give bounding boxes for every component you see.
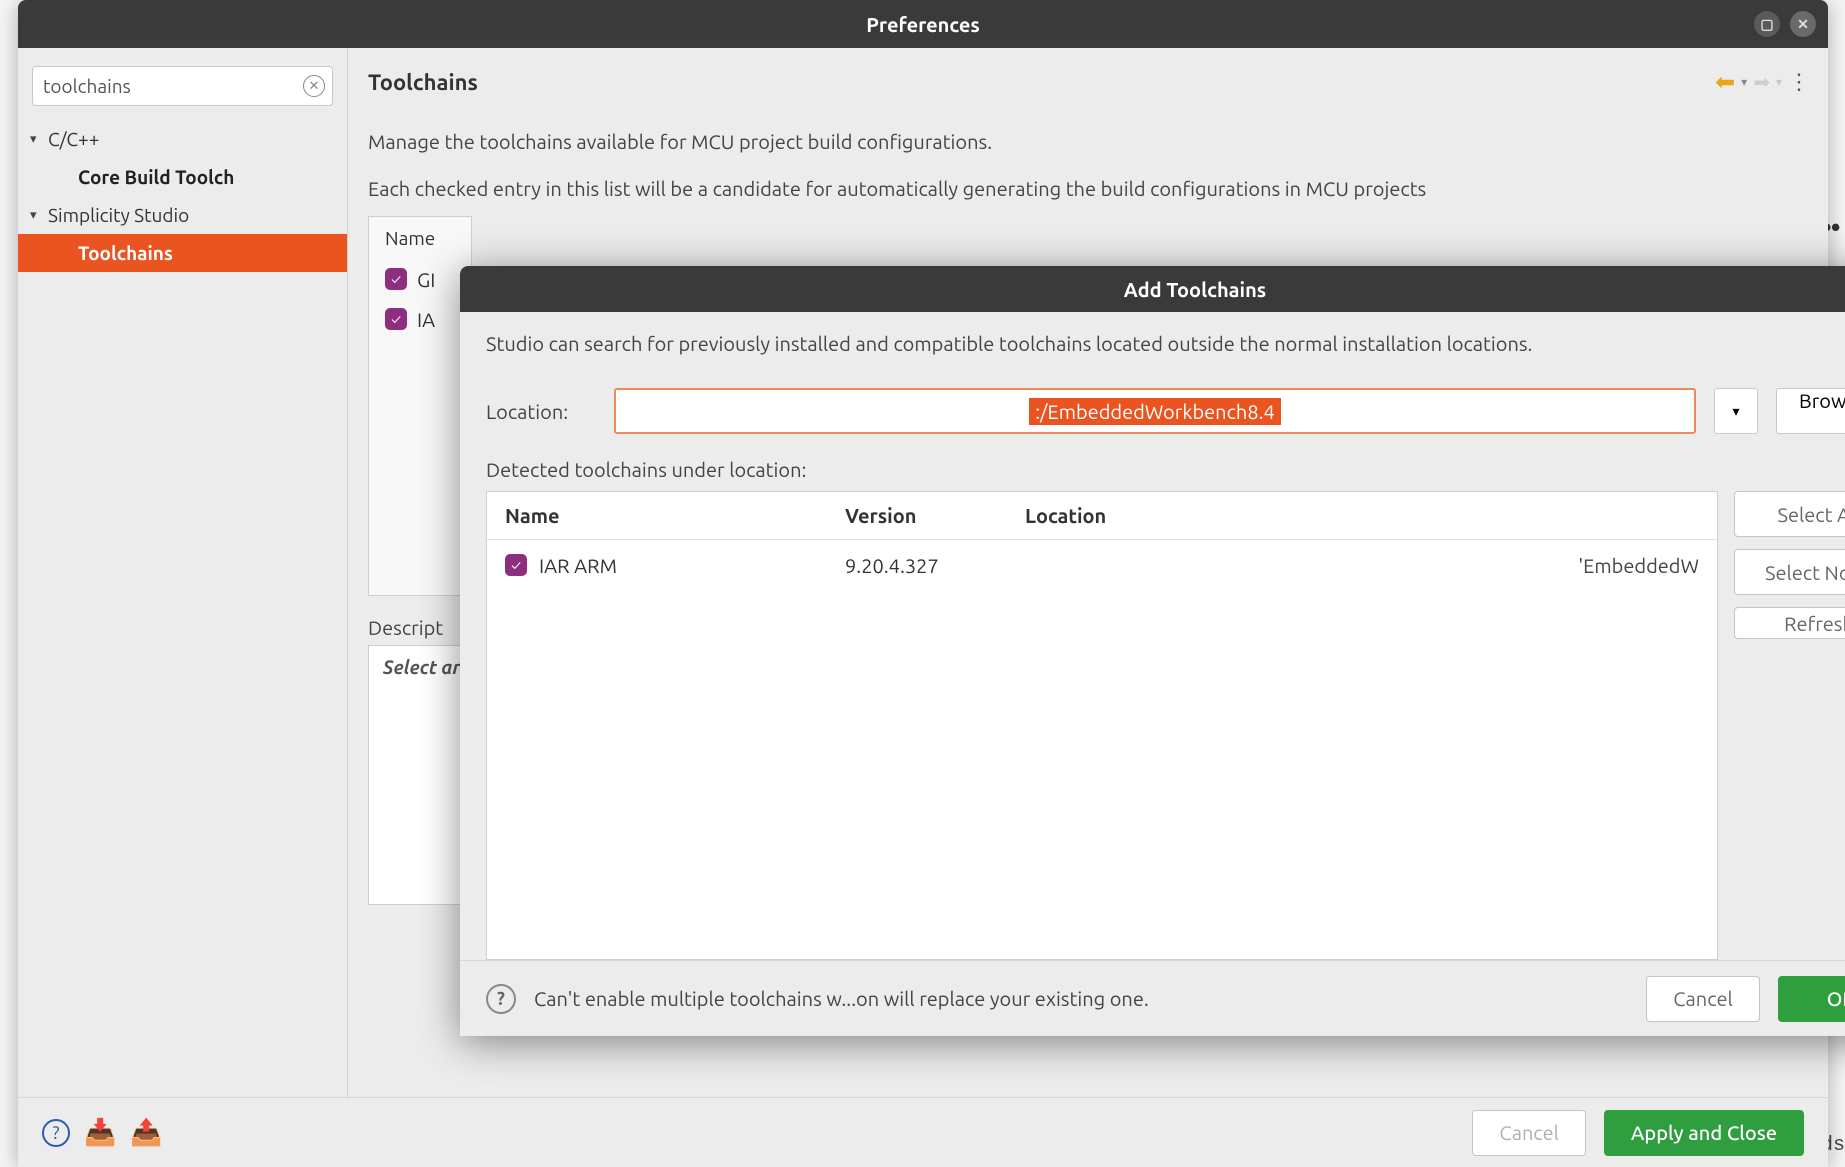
cancel-button[interactable]: Cancel	[1472, 1110, 1586, 1156]
modal-titlebar[interactable]: Add Toolchains ✕	[460, 266, 1845, 312]
preferences-titlebar[interactable]: Preferences ▢ ✕	[18, 0, 1828, 48]
clear-search-icon[interactable]: ✕	[303, 75, 325, 97]
select-none-button[interactable]: Select None	[1734, 549, 1845, 595]
tree-item-ccpp[interactable]: ▾ C/C++	[18, 120, 347, 158]
column-header-name: Name	[385, 227, 455, 259]
toolchains-description-1: Manage the toolchains available for MCU …	[368, 130, 1808, 153]
column-header-version[interactable]: Version	[827, 492, 1007, 539]
location-value-selection: :/EmbeddedWorkbench8.4	[1029, 398, 1281, 425]
help-icon[interactable]: ?	[42, 1119, 70, 1147]
tree-item-toolchains[interactable]: Toolchains	[18, 234, 347, 272]
kebab-menu-icon[interactable]: ⋮	[1788, 69, 1808, 95]
select-all-button[interactable]: Select All	[1734, 491, 1845, 537]
location-label: Location:	[486, 400, 596, 423]
location-input[interactable]: :/EmbeddedWorkbench8.4	[614, 388, 1696, 434]
modal-ok-button[interactable]: OK	[1778, 976, 1845, 1022]
search-input[interactable]	[32, 66, 333, 106]
column-header-name[interactable]: Name	[487, 492, 827, 539]
nav-history-controls: ⬅ ▾ ➡ ▾ ⋮	[1715, 68, 1808, 96]
preferences-footer: ? 📥 📤 Cancel Apply and Close	[18, 1097, 1828, 1167]
apply-and-close-button[interactable]: Apply and Close	[1604, 1110, 1804, 1156]
add-toolchains-dialog: Add Toolchains ✕ Studio can search for p…	[460, 266, 1845, 1036]
import-icon[interactable]: 📥	[84, 1117, 116, 1148]
detected-label: Detected toolchains under location:	[486, 458, 1845, 481]
modal-cancel-button[interactable]: Cancel	[1646, 976, 1760, 1022]
toolchain-row[interactable]: ✓ IA	[385, 299, 455, 339]
tree-item-simplicity[interactable]: ▾ Simplicity Studio	[18, 196, 347, 234]
preferences-title: Preferences	[866, 13, 980, 36]
table-row[interactable]: ✓ IAR ARM 9.20.4.327 'EmbeddedW	[487, 540, 1717, 590]
nav-back-dropdown-icon[interactable]: ▾	[1741, 75, 1747, 89]
detected-toolchains-table: Name Version Location ✓ IAR ARM 9.20.4.3…	[486, 491, 1718, 960]
browse-button[interactable]: Browse...	[1776, 388, 1845, 434]
checkbox-checked-icon[interactable]: ✓	[385, 308, 407, 330]
preferences-sidebar: ✕ ▾ C/C++ Core Build Toolch ▾ Simplicity…	[18, 48, 348, 1097]
page-title: Toolchains	[368, 70, 478, 95]
tree-item-core-build[interactable]: Core Build Toolch	[18, 158, 347, 196]
nav-forward-icon[interactable]: ➡	[1753, 70, 1770, 94]
help-icon[interactable]: ?	[486, 984, 516, 1014]
modal-description: Studio can search for previously install…	[486, 330, 1845, 358]
checkbox-checked-icon[interactable]: ✓	[385, 268, 407, 290]
refresh-button[interactable]: Refresh	[1734, 607, 1845, 639]
preferences-tree: ▾ C/C++ Core Build Toolch ▾ Simplicity S…	[18, 120, 347, 272]
caret-down-icon: ▾	[30, 132, 46, 147]
caret-down-icon: ▾	[30, 208, 46, 223]
modal-title: Add Toolchains	[1124, 278, 1266, 301]
nav-back-icon[interactable]: ⬅	[1715, 68, 1735, 96]
location-dropdown-icon[interactable]: ▾	[1714, 388, 1758, 434]
nav-forward-dropdown-icon[interactable]: ▾	[1776, 75, 1782, 89]
toolchains-list: Name ✓ GI ✓ IA	[368, 216, 472, 596]
export-icon[interactable]: 📤	[130, 1117, 162, 1148]
toolchains-description-2: Each checked entry in this list will be …	[368, 175, 1808, 202]
checkbox-checked-icon[interactable]: ✓	[505, 554, 527, 576]
close-button[interactable]: ✕	[1790, 11, 1816, 37]
column-header-location[interactable]: Location	[1007, 492, 1717, 539]
warning-text: Can't enable multiple toolchains w...on …	[534, 987, 1628, 1010]
minimize-button[interactable]: ▢	[1754, 11, 1780, 37]
toolchain-row[interactable]: ✓ GI	[385, 259, 455, 299]
